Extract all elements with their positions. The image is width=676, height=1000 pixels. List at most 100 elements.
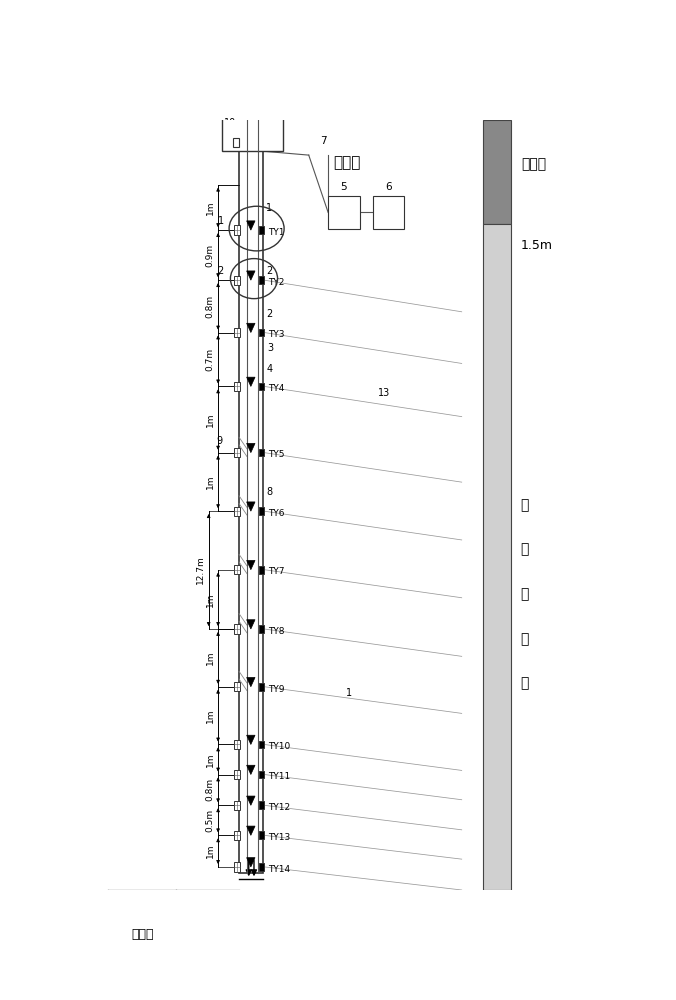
Text: TY12: TY12	[268, 803, 290, 812]
Polygon shape	[247, 221, 255, 230]
Text: 排水沟: 排水沟	[131, 928, 153, 942]
Polygon shape	[247, 796, 255, 805]
Text: 5: 5	[341, 182, 347, 192]
Text: 11: 11	[241, 125, 254, 135]
Text: 1m: 1m	[206, 752, 215, 767]
Polygon shape	[247, 560, 255, 570]
Bar	[234, 225, 240, 235]
Text: TY13: TY13	[268, 833, 290, 842]
Text: 7: 7	[320, 136, 327, 146]
Text: 13: 13	[378, 388, 390, 398]
Text: 1.5m: 1.5m	[521, 239, 553, 252]
Text: TY2: TY2	[268, 278, 284, 287]
Bar	[234, 276, 240, 285]
Polygon shape	[247, 271, 255, 280]
Bar	[234, 382, 240, 391]
Text: 风: 风	[521, 587, 529, 601]
Text: 10: 10	[224, 118, 237, 128]
Polygon shape	[247, 735, 255, 744]
Polygon shape	[247, 502, 255, 511]
Bar	[234, 682, 240, 691]
Bar	[233, 138, 239, 147]
Bar	[259, 329, 264, 336]
Text: 3: 3	[267, 343, 273, 353]
Bar	[259, 831, 264, 839]
Text: 0.5m: 0.5m	[206, 809, 215, 832]
Polygon shape	[247, 620, 255, 629]
Bar	[259, 683, 264, 691]
Text: 1m: 1m	[206, 651, 215, 665]
Text: 杂填土: 杂填土	[521, 157, 546, 171]
Bar	[259, 801, 264, 809]
Bar	[234, 770, 240, 779]
Text: 迎土面: 迎土面	[333, 155, 360, 170]
Text: 8: 8	[266, 487, 272, 497]
Text: 4: 4	[266, 364, 272, 374]
Text: 12.7m: 12.7m	[196, 556, 206, 584]
Bar	[259, 226, 264, 234]
Text: 2: 2	[218, 266, 224, 276]
Text: 12: 12	[262, 125, 274, 135]
Bar	[259, 625, 264, 633]
Polygon shape	[247, 377, 255, 386]
Text: 1: 1	[266, 203, 272, 213]
Text: 0.9m: 0.9m	[206, 244, 215, 267]
Text: TY11: TY11	[268, 772, 290, 781]
Text: TY6: TY6	[268, 509, 285, 518]
Polygon shape	[247, 677, 255, 687]
Bar	[234, 740, 240, 749]
Text: TY4: TY4	[268, 384, 284, 393]
Text: 1m: 1m	[206, 200, 215, 215]
Bar	[234, 507, 240, 516]
Text: 中: 中	[521, 543, 529, 557]
Polygon shape	[247, 323, 255, 333]
Bar	[259, 741, 264, 748]
Polygon shape	[247, 858, 255, 867]
Bar	[483, 120, 512, 224]
Text: 9: 9	[216, 436, 222, 446]
Bar	[234, 624, 240, 634]
Text: 1m: 1m	[206, 412, 215, 427]
Bar	[234, 328, 240, 337]
Polygon shape	[247, 765, 255, 774]
Text: TY3: TY3	[268, 330, 285, 339]
Text: TY7: TY7	[268, 567, 285, 576]
Text: 1m: 1m	[206, 844, 215, 858]
Text: 岩: 岩	[521, 677, 529, 691]
Text: 0.7m: 0.7m	[206, 348, 215, 371]
Text: TY9: TY9	[268, 685, 285, 694]
Text: 微: 微	[521, 498, 529, 512]
Bar	[239, 151, 262, 873]
Text: 2: 2	[266, 266, 272, 276]
Bar	[259, 276, 264, 284]
Text: 化: 化	[521, 632, 529, 646]
Text: 2: 2	[266, 309, 272, 319]
Bar	[483, 224, 512, 890]
Text: TY1: TY1	[268, 228, 285, 237]
Bar	[372, 196, 404, 229]
Text: TY14: TY14	[268, 865, 290, 874]
Polygon shape	[247, 826, 255, 835]
Bar	[234, 565, 240, 574]
Bar	[234, 801, 240, 810]
Bar	[259, 863, 264, 871]
Text: 1: 1	[346, 688, 353, 698]
Bar	[234, 831, 240, 840]
Bar	[222, 114, 283, 151]
Text: TY10: TY10	[268, 742, 290, 751]
Bar	[259, 449, 264, 456]
Text: 1m: 1m	[206, 592, 215, 607]
Bar	[328, 196, 360, 229]
Text: 1: 1	[218, 216, 224, 226]
Text: 0.8m: 0.8m	[206, 778, 215, 801]
Text: 1m: 1m	[206, 708, 215, 723]
Text: 6: 6	[385, 182, 391, 192]
Text: 0.8m: 0.8m	[206, 295, 215, 318]
Polygon shape	[247, 443, 255, 453]
Bar	[259, 383, 264, 390]
Bar	[259, 566, 264, 574]
Bar	[259, 507, 264, 515]
Bar	[234, 448, 240, 457]
Text: TY8: TY8	[268, 627, 285, 636]
Text: 1m: 1m	[206, 475, 215, 489]
